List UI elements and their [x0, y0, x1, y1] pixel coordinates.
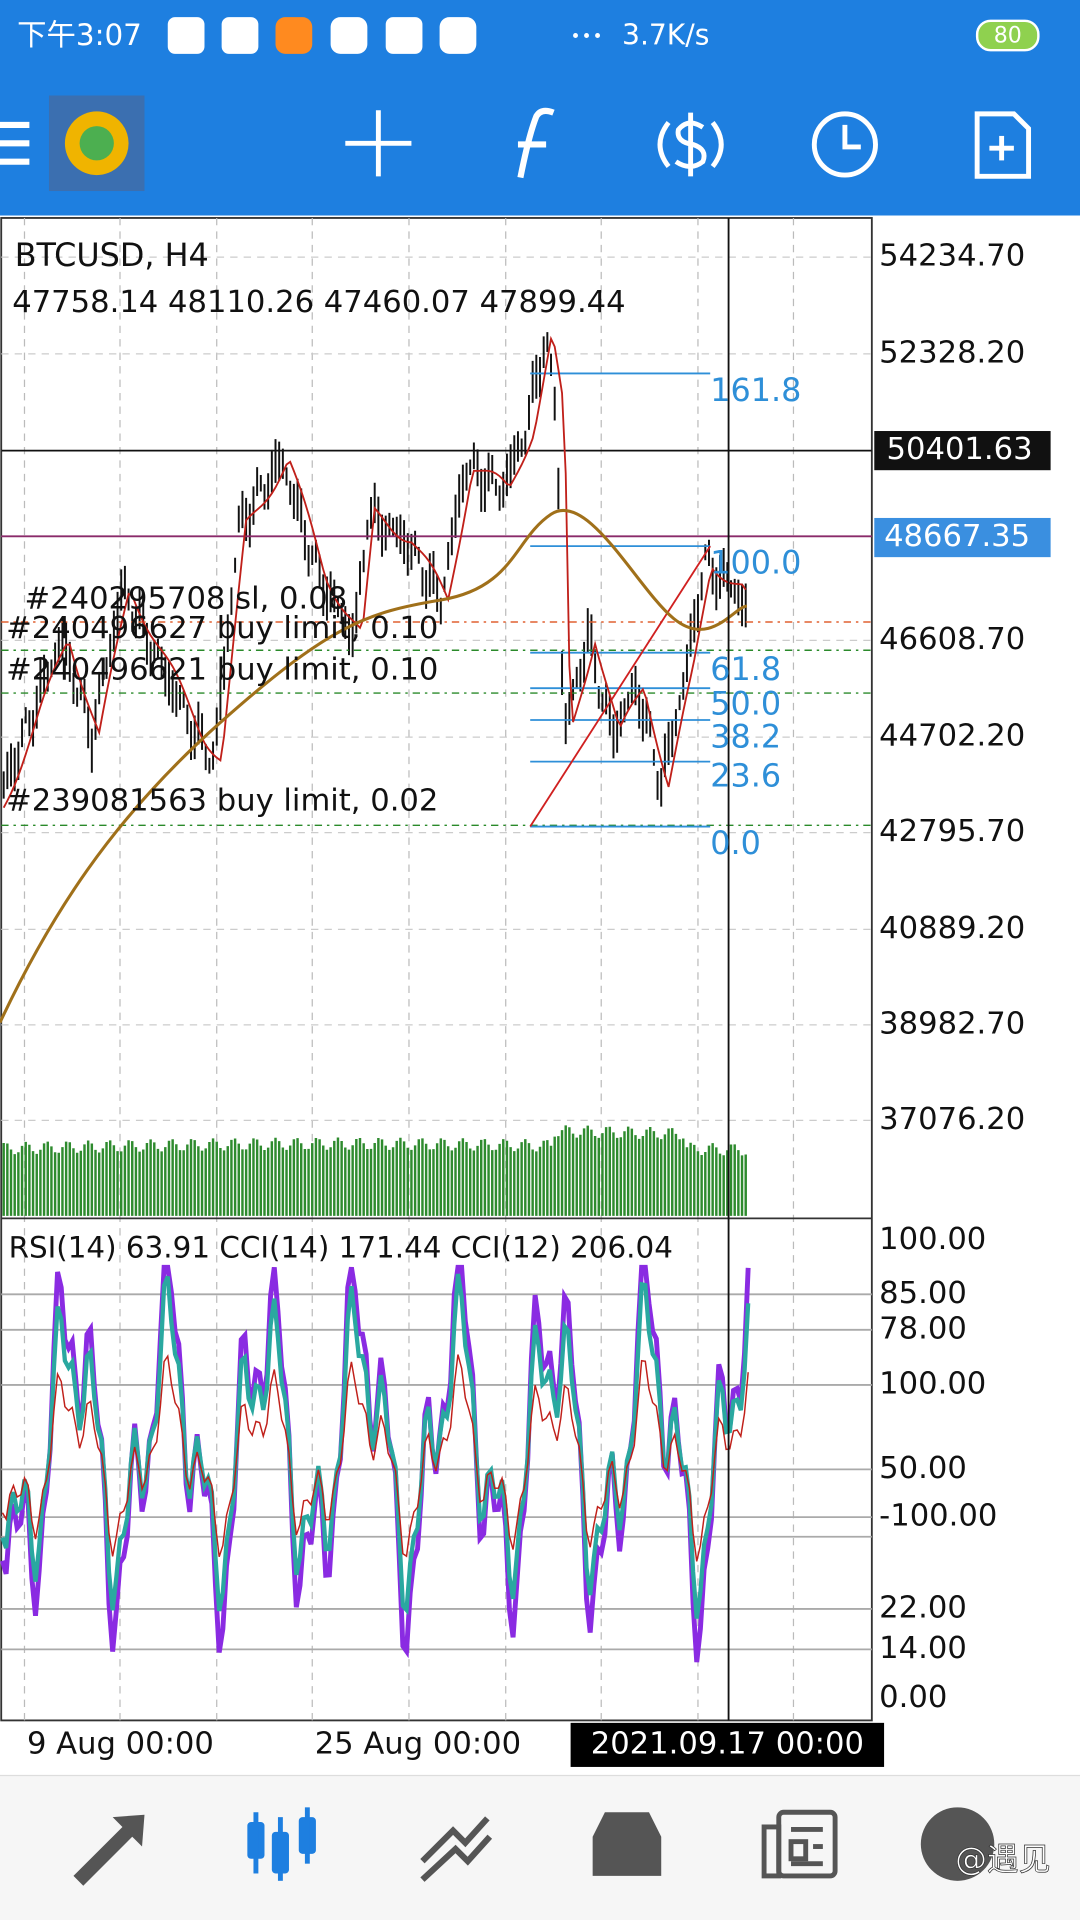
watermark: @遇见 [955, 1840, 1051, 1878]
crosshair-time-box [570, 1722, 885, 1767]
indicator-lines [0, 1264, 751, 1663]
trade-button[interactable] [657, 112, 724, 177]
battery-level: 80 [994, 24, 1022, 49]
status-time: 下午3:07 [17, 18, 142, 52]
indicator-legend: RSI(14) 63.91 CCI(14) 171.44 CCI(12) 206… [9, 1230, 673, 1264]
indicators-button[interactable] [517, 107, 555, 179]
nav-chart[interactable] [247, 1807, 316, 1881]
fibonacci-label: 100.0 [710, 543, 801, 581]
order-label: #239081563 buy limit, 0.02 [6, 784, 438, 819]
status-icons [167, 17, 600, 54]
price-tick-label: 44702.20 [879, 719, 1025, 754]
new-order-button[interactable] [974, 111, 1032, 179]
fibonacci-label: 161.8 [710, 371, 801, 409]
price-tick-label: 54234.70 [879, 239, 1025, 274]
slow-ma [0, 509, 748, 1024]
volume-bars [2, 1125, 747, 1216]
indicator-tick-label: 14.00 [879, 1631, 967, 1666]
moving-averages [0, 335, 748, 1024]
indicator-tick-label: 100.00 [879, 1222, 986, 1257]
indicator-line [1, 1354, 749, 1562]
symbol-label: BTCUSD, H4 [15, 236, 209, 274]
indicator-tick-label: 22.00 [879, 1590, 967, 1625]
crosshair-price: 50401.63 [887, 432, 1033, 467]
app-logo-mark [79, 126, 114, 161]
fibonacci-label: 61.8 [710, 650, 781, 688]
fibonacci-label: 38.2 [710, 717, 781, 755]
app-header [0, 0, 1080, 216]
order-label: #240496627 buy limit, 0.10 [6, 611, 438, 646]
nav-trade[interactable] [420, 1816, 493, 1882]
price-tick-label: 46608.70 [879, 622, 1025, 657]
crosshair-time: 2021.09.17 00:00 [591, 1726, 864, 1761]
fibonacci-label: 50.0 [710, 684, 781, 722]
time-tick-label: 25 Aug 00:00 [315, 1726, 521, 1761]
price-tick-label: 38982.70 [879, 1006, 1025, 1041]
price-tick-label: 40889.20 [879, 911, 1025, 946]
bottom-nav [0, 1775, 1080, 1920]
bid-price: 48667.35 [884, 519, 1030, 554]
indicator-tick-label: -100.00 [879, 1499, 997, 1534]
indicator-line [0, 1273, 751, 1619]
axis-labels: 54234.70 52328.20 46608.70 44702.20 42795.70… [6, 239, 1025, 1762]
price-tick-label: 52328.20 [879, 335, 1025, 370]
indicator-tick-label: 85.00 [879, 1276, 967, 1311]
network-speed: 3.7K/s [622, 19, 709, 52]
indicator-tick-label: 0.00 [879, 1680, 947, 1715]
volume-bars [2, 1125, 747, 1216]
fast-ma [2, 335, 747, 809]
nav-settings[interactable] [920, 1807, 995, 1881]
fibonacci-lines [530, 372, 711, 828]
indicator-tick-label: 100.00 [879, 1366, 986, 1401]
nav-news[interactable] [761, 1809, 838, 1879]
nav-history[interactable] [592, 1812, 662, 1876]
indicator-tick-label: 50.00 [879, 1451, 967, 1486]
nav-quotes[interactable] [73, 1814, 145, 1886]
order-label: #240496621 buy limit, 0.10 [6, 653, 438, 688]
battery-icon [975, 19, 1040, 52]
crosshair-button[interactable] [345, 110, 412, 177]
fibonacci-label: 23.6 [710, 757, 781, 795]
fibonacci-label: 0.0 [710, 824, 761, 862]
order-label: #240295708 sl, 0.08 [24, 582, 347, 617]
fibonacci-trend [529, 545, 711, 828]
indicator-tick-label: 78.00 [879, 1311, 967, 1346]
bid-price-box [874, 517, 1051, 558]
crosshair-price-box [874, 431, 1051, 471]
time-tick-label: 9 Aug 00:00 [27, 1726, 214, 1761]
history-button[interactable] [811, 111, 878, 178]
ohlc-label: 47758.14 48110.26 47460.07 47899.44 [12, 285, 625, 320]
price-tick-label: 37076.20 [879, 1102, 1025, 1137]
price-tick-label: 42795.70 [879, 814, 1025, 849]
menu-button[interactable] [0, 121, 30, 165]
